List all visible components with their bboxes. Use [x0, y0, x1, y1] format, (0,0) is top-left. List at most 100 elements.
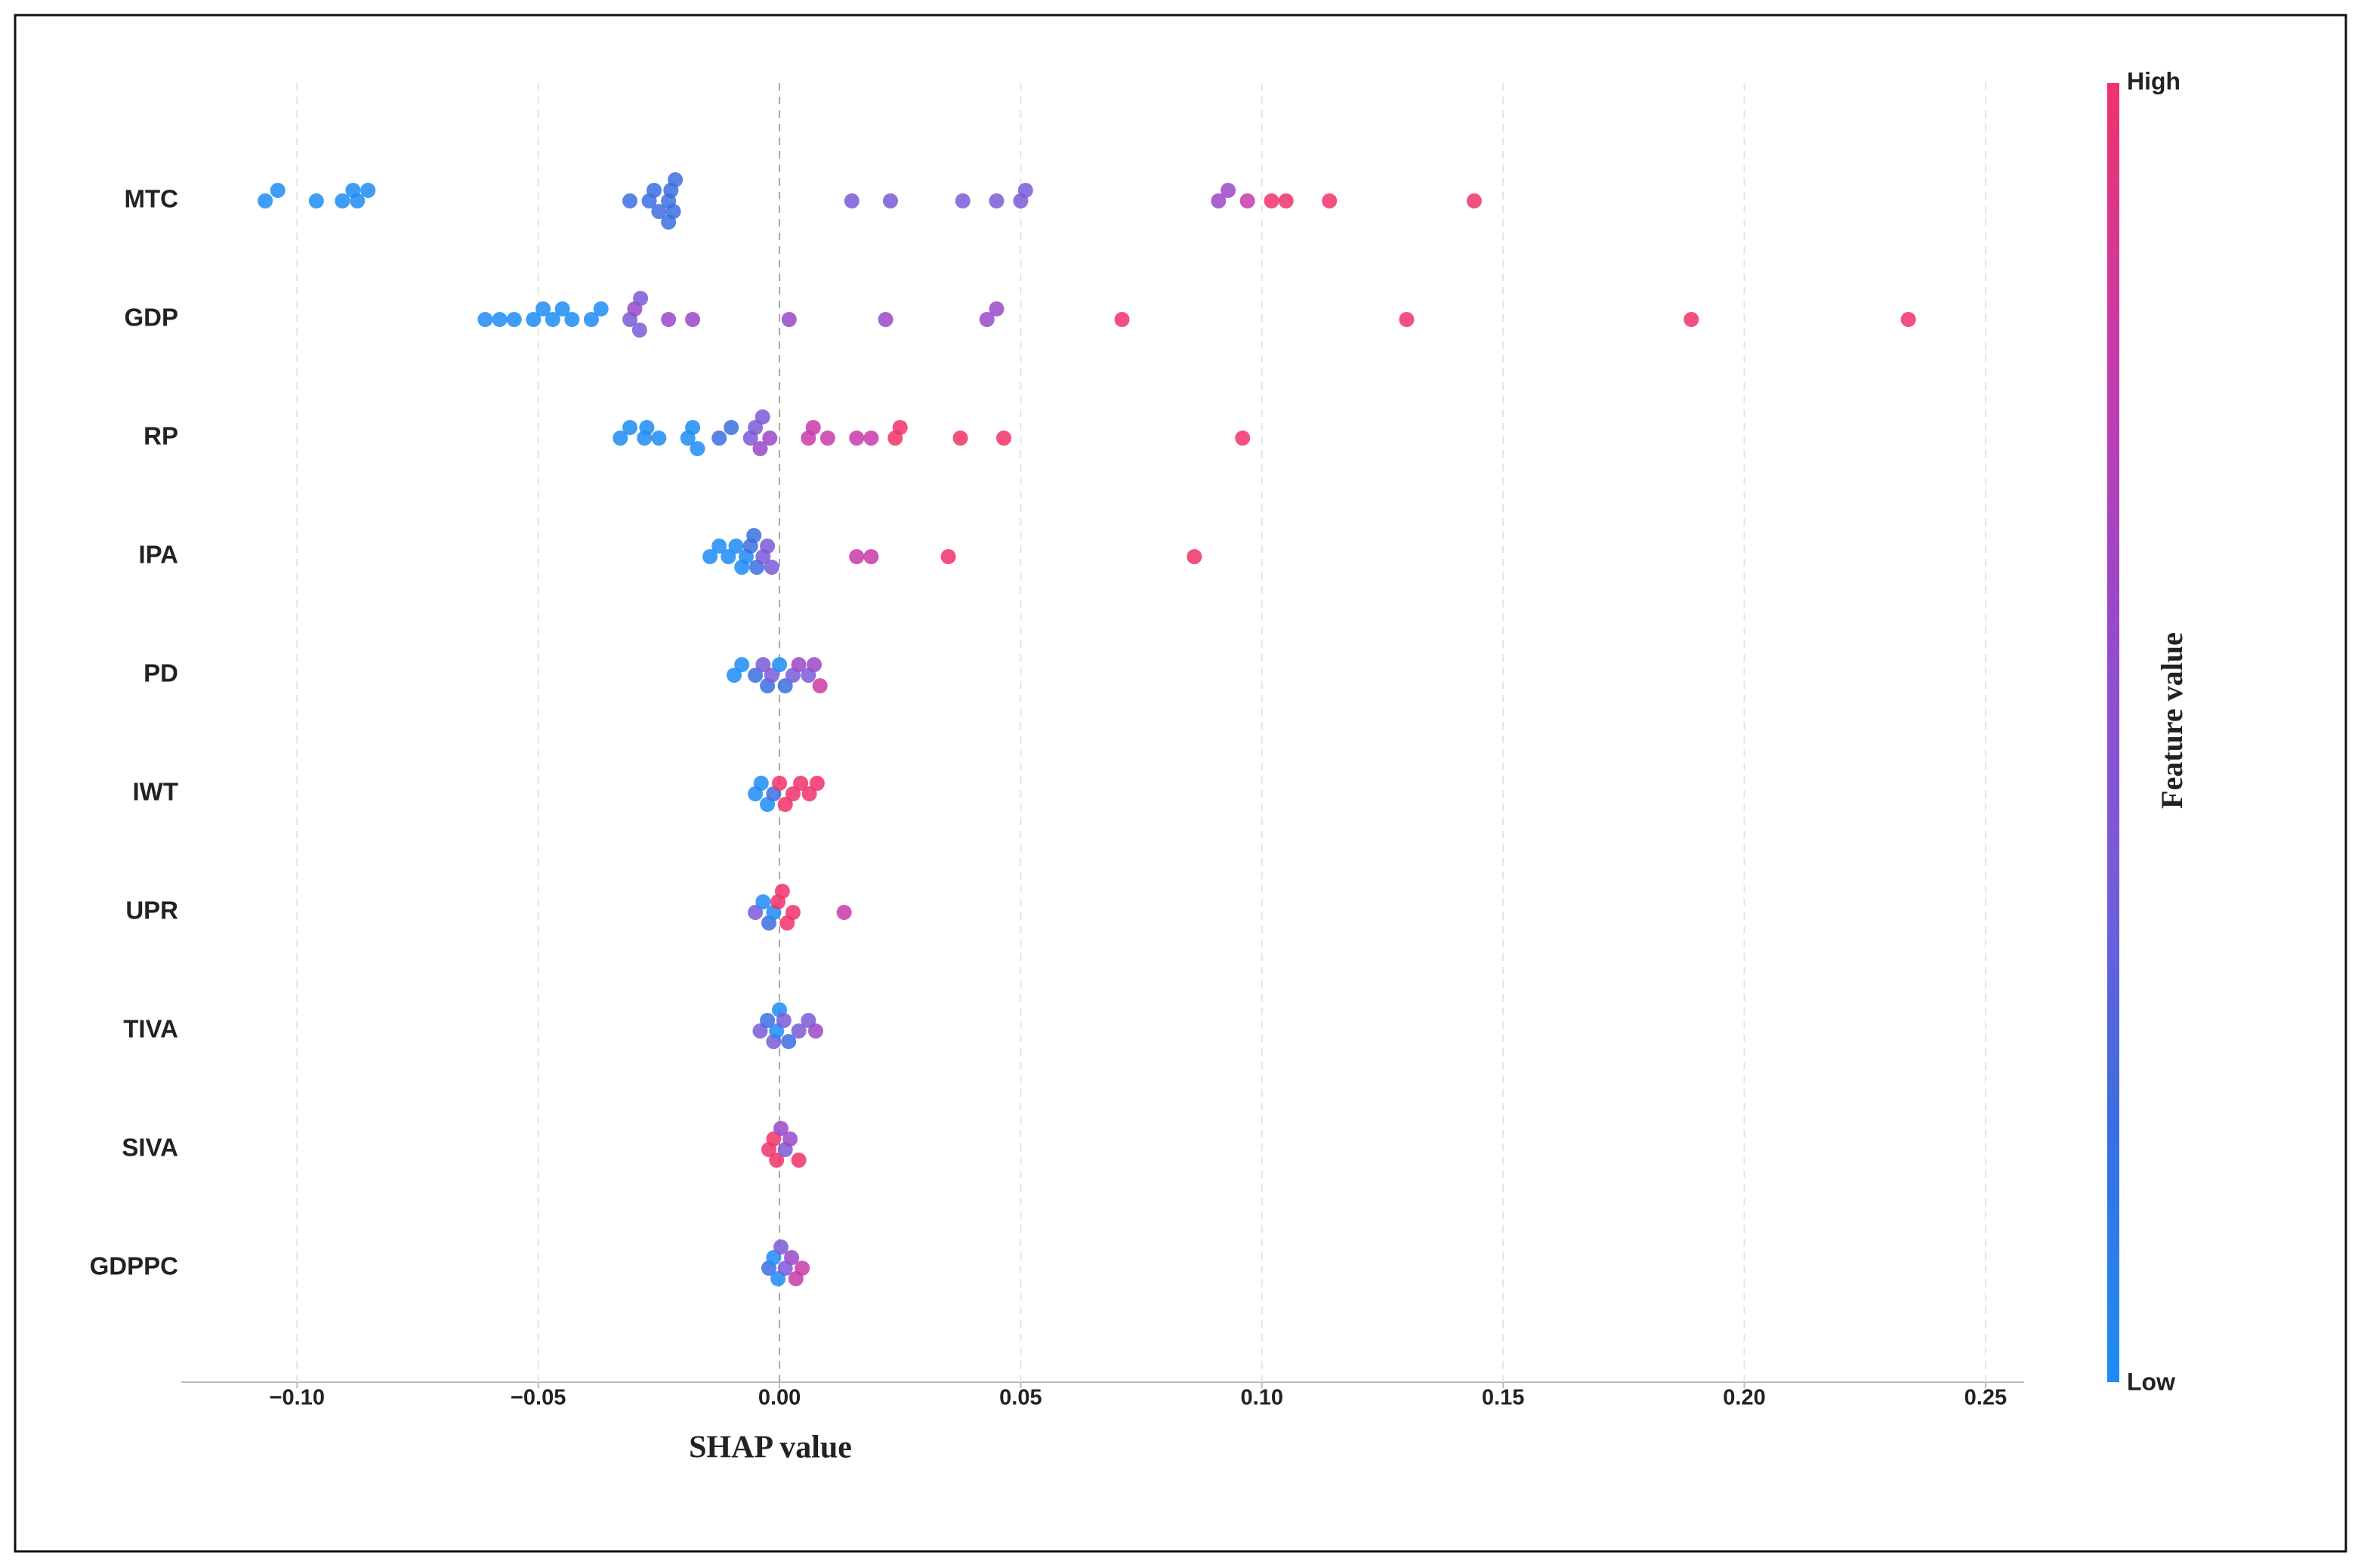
- x-tick-label: −0.10: [270, 1386, 325, 1410]
- shap-point: [633, 291, 649, 306]
- shap-point: [1399, 312, 1415, 327]
- shap-point: [728, 539, 744, 554]
- shap-point: [940, 549, 956, 564]
- shap-point: [1235, 431, 1251, 446]
- shap-point: [622, 420, 638, 435]
- feature-label: IWT: [133, 778, 178, 806]
- shap-point: [1900, 312, 1916, 327]
- shap-point: [477, 312, 493, 327]
- shap-point: [819, 431, 835, 446]
- shap-point: [1684, 312, 1699, 327]
- shap-point: [793, 776, 809, 791]
- shap-point: [721, 549, 736, 564]
- shap-point: [772, 776, 788, 791]
- shap-point: [639, 420, 655, 435]
- shap-point: [1017, 183, 1033, 198]
- shap-point: [746, 528, 762, 543]
- shap-point: [535, 301, 551, 316]
- shap-point: [545, 312, 560, 327]
- shap-point: [554, 301, 570, 316]
- x-tick-label: 0.10: [1241, 1386, 1283, 1410]
- shap-point: [979, 312, 995, 327]
- shap-point: [807, 657, 822, 672]
- shap-point: [782, 1131, 798, 1147]
- shap-point: [762, 431, 778, 446]
- shap-point: [748, 905, 764, 920]
- shap-point: [791, 1023, 807, 1039]
- shap-point: [863, 549, 879, 564]
- x-tick-label: 0.00: [758, 1386, 801, 1410]
- shap-point: [631, 323, 647, 338]
- shap-point: [952, 431, 968, 446]
- shap-point: [661, 312, 677, 327]
- shap-point: [849, 549, 865, 564]
- shap-point: [755, 409, 770, 424]
- x-tick-label: 0.25: [1964, 1386, 2007, 1410]
- shap-point: [766, 1250, 782, 1265]
- feature-label: SIVA: [122, 1134, 178, 1162]
- shap-point: [769, 1023, 785, 1039]
- shap-point: [955, 193, 971, 208]
- shap-point: [335, 193, 350, 208]
- shap-point: [882, 193, 898, 208]
- colorbar: [2107, 83, 2119, 1382]
- colorbar-low: Low: [2127, 1368, 2175, 1395]
- shap-point: [878, 312, 893, 327]
- shap-point: [727, 668, 742, 683]
- shap-point: [748, 668, 764, 683]
- feature-label: GDPPC: [90, 1252, 178, 1280]
- shap-point: [996, 431, 1012, 446]
- shap-point: [711, 431, 727, 446]
- shap-point: [753, 776, 769, 791]
- shap-point: [564, 312, 580, 327]
- shap-point: [1322, 193, 1338, 208]
- shap-point: [849, 431, 865, 446]
- shap-point: [785, 786, 801, 801]
- shap-point: [360, 183, 376, 198]
- shap-point: [836, 905, 852, 920]
- shap-point: [769, 1153, 785, 1168]
- shap-point: [785, 905, 801, 920]
- shap-point: [724, 420, 739, 435]
- feature-label: UPR: [125, 897, 178, 924]
- shap-point: [690, 441, 705, 456]
- x-tick-label: 0.20: [1723, 1386, 1765, 1410]
- shap-point: [760, 539, 776, 554]
- shap-point: [777, 797, 793, 812]
- shap-point: [892, 420, 908, 435]
- feature-label: GDP: [124, 304, 178, 332]
- shap-point: [1211, 193, 1227, 208]
- shap-point: [1264, 193, 1279, 208]
- colorbar-high: High: [2127, 67, 2180, 94]
- shap-point: [526, 312, 542, 327]
- shap-point: [863, 431, 879, 446]
- x-tick-label: −0.05: [511, 1386, 566, 1410]
- feature-label: PD: [144, 659, 178, 687]
- shap-point: [809, 776, 825, 791]
- shap-point: [651, 431, 667, 446]
- shap-point: [784, 1250, 800, 1265]
- shap-point: [258, 193, 273, 208]
- shap-point: [812, 678, 828, 693]
- shap-point: [270, 183, 285, 198]
- shap-point: [308, 193, 324, 208]
- shap-point: [795, 1261, 810, 1276]
- shap-point: [593, 301, 609, 316]
- shap-point: [755, 657, 771, 672]
- shap-point: [781, 1034, 797, 1049]
- shap-point: [1187, 549, 1202, 564]
- shap-point: [755, 894, 771, 909]
- shap-point: [748, 420, 764, 435]
- x-axis-label: SHAP value: [689, 1431, 852, 1465]
- shap-point: [583, 312, 599, 327]
- shap-point: [651, 204, 667, 219]
- shap-point: [791, 657, 807, 672]
- shap-point: [622, 193, 638, 208]
- shap-point: [613, 431, 628, 446]
- feature-label: IPA: [138, 541, 178, 569]
- shap-point: [1221, 183, 1236, 198]
- shap-point: [702, 549, 718, 564]
- shap-point: [805, 420, 821, 435]
- shap-point: [1239, 193, 1255, 208]
